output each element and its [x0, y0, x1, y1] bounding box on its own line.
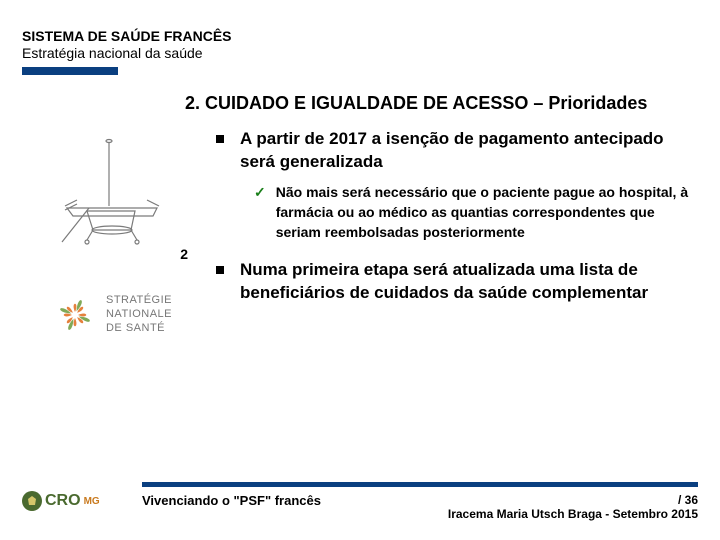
header-title: SISTEMA DE SAÚDE FRANCÊS: [22, 28, 698, 44]
strategy-logo-line3: DE SANTÉ: [106, 322, 172, 336]
slide-header: SISTEMA DE SAÚDE FRANCÊS Estratégia naci…: [0, 0, 720, 79]
cro-mg: MG: [84, 496, 100, 507]
header-underline: [22, 67, 118, 75]
bullet-item: Numa primeira etapa será atualizada uma …: [216, 259, 698, 305]
footer-author: Iracema Maria Utsch Braga - Setembro 201…: [448, 507, 698, 521]
cro-emblem-icon: [22, 491, 42, 511]
square-bullet-icon: [216, 266, 224, 274]
airplane-number: 2: [180, 246, 188, 262]
airplane-illustration: 2: [32, 128, 192, 268]
slide-footer: CRO MG Vivenciando o "PSF" francês / 36 …: [0, 482, 720, 540]
footer-divider: [142, 482, 698, 487]
check-icon: ✓: [254, 184, 266, 201]
bullet-item: A partir de 2017 a isenção de pagamento …: [216, 128, 698, 174]
right-column: A partir de 2017 a isenção de pagamento …: [202, 128, 698, 338]
footer-left-text: Vivenciando o "PSF" francês: [142, 493, 321, 508]
strategy-logo-line2: NATIONALE: [106, 308, 172, 322]
page-number: / 36: [448, 493, 698, 507]
footer-right: / 36 Iracema Maria Utsch Braga - Setembr…: [448, 493, 698, 521]
sub-bullet-item: ✓ Não mais será necessário que o pacient…: [216, 182, 698, 243]
strategy-logo-line1: STRATÉGIE: [106, 294, 172, 308]
cro-text: CRO: [45, 492, 81, 510]
airplane-icon: [37, 138, 187, 258]
cro-logo: CRO MG: [22, 491, 132, 511]
square-bullet-icon: [216, 135, 224, 143]
left-column: 2: [22, 128, 202, 338]
strategy-logo: STRATÉGIE NATIONALE DE SANTÉ: [52, 292, 172, 338]
bullet-text: Numa primeira etapa será atualizada uma …: [240, 259, 698, 305]
strategy-flower-icon: [52, 292, 98, 338]
section-title: 2. CUIDADO E IGUALDADE DE ACESSO – Prior…: [185, 79, 720, 114]
content-row: 2: [0, 114, 720, 338]
header-subtitle: Estratégia nacional da saúde: [22, 45, 698, 61]
bullet-text: A partir de 2017 a isenção de pagamento …: [240, 128, 698, 174]
footer-row: CRO MG Vivenciando o "PSF" francês / 36 …: [22, 491, 698, 521]
sub-bullet-text: Não mais será necessário que o paciente …: [276, 182, 698, 243]
strategy-logo-text: STRATÉGIE NATIONALE DE SANTÉ: [106, 294, 172, 335]
